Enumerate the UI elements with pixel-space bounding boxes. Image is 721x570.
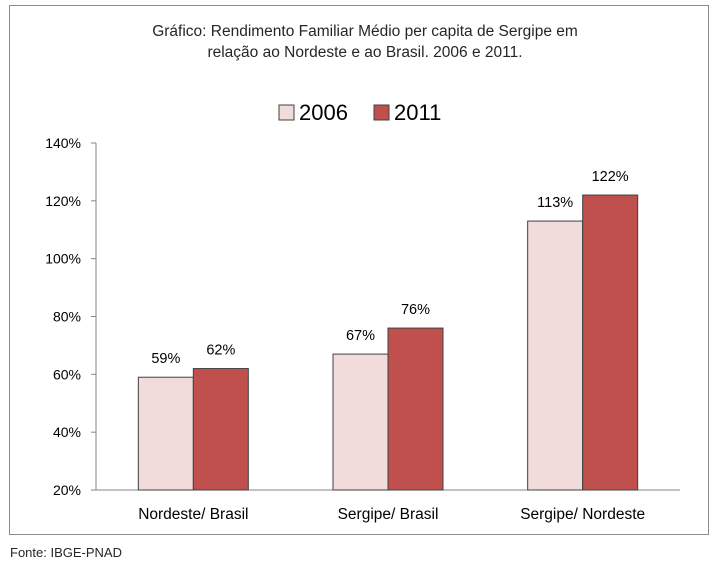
legend-swatch-2011 xyxy=(373,104,390,121)
legend: 2006 2011 xyxy=(278,100,441,125)
bar-2006-1 xyxy=(332,353,389,491)
data-label-2006-2: 113% xyxy=(537,195,573,211)
bar-2011-1 xyxy=(387,327,444,491)
category-label-2: Sergipe/ Nordeste xyxy=(520,506,645,523)
legend-label-2011: 2011 xyxy=(394,100,441,125)
bar-2011-2 xyxy=(582,194,639,491)
data-label-2006-0: 59% xyxy=(151,351,180,367)
chart-frame: Gráfico: Rendimento Familiar Médio per c… xyxy=(9,5,709,535)
legend-label-2006: 2006 xyxy=(299,100,348,125)
chart-title-line-2: relação ao Nordeste e ao Brasil. 2006 e … xyxy=(207,44,522,61)
y-tick-label: 100% xyxy=(45,251,81,267)
bar-2006-0 xyxy=(137,376,194,491)
data-labels: 59% 62% 67% 76% 113% 122% xyxy=(151,169,628,367)
data-label-2006-1: 67% xyxy=(346,328,375,344)
y-tick-label: 20% xyxy=(53,482,81,498)
legend-swatch-2006 xyxy=(278,104,295,121)
chart-title-line-1: Gráfico: Rendimento Familiar Médio per c… xyxy=(152,23,578,40)
y-tick-label: 60% xyxy=(53,366,81,382)
category-label-1: Sergipe/ Brasil xyxy=(338,506,439,523)
y-tick-label: 140% xyxy=(45,135,81,151)
data-label-2011-1: 76% xyxy=(401,302,430,318)
chart-title: Gráfico: Rendimento Familiar Médio per c… xyxy=(152,23,578,61)
bars xyxy=(137,194,639,491)
chart-svg: Gráfico: Rendimento Familiar Médio per c… xyxy=(45,23,680,523)
y-tick-label: 40% xyxy=(53,424,81,440)
bar-2006-2 xyxy=(527,220,584,491)
data-label-2011-2: 122% xyxy=(592,169,629,185)
x-axis-categories: Nordeste/ Brasil Sergipe/ Brasil Sergipe/ … xyxy=(138,506,645,523)
y-tick-label: 80% xyxy=(53,309,81,325)
bar-2011-0 xyxy=(192,368,249,491)
source-note: Fonte: IBGE-PNAD xyxy=(10,545,122,560)
data-label-2011-0: 62% xyxy=(206,343,235,359)
y-tick-label: 120% xyxy=(45,193,81,209)
category-label-0: Nordeste/ Brasil xyxy=(138,506,248,523)
